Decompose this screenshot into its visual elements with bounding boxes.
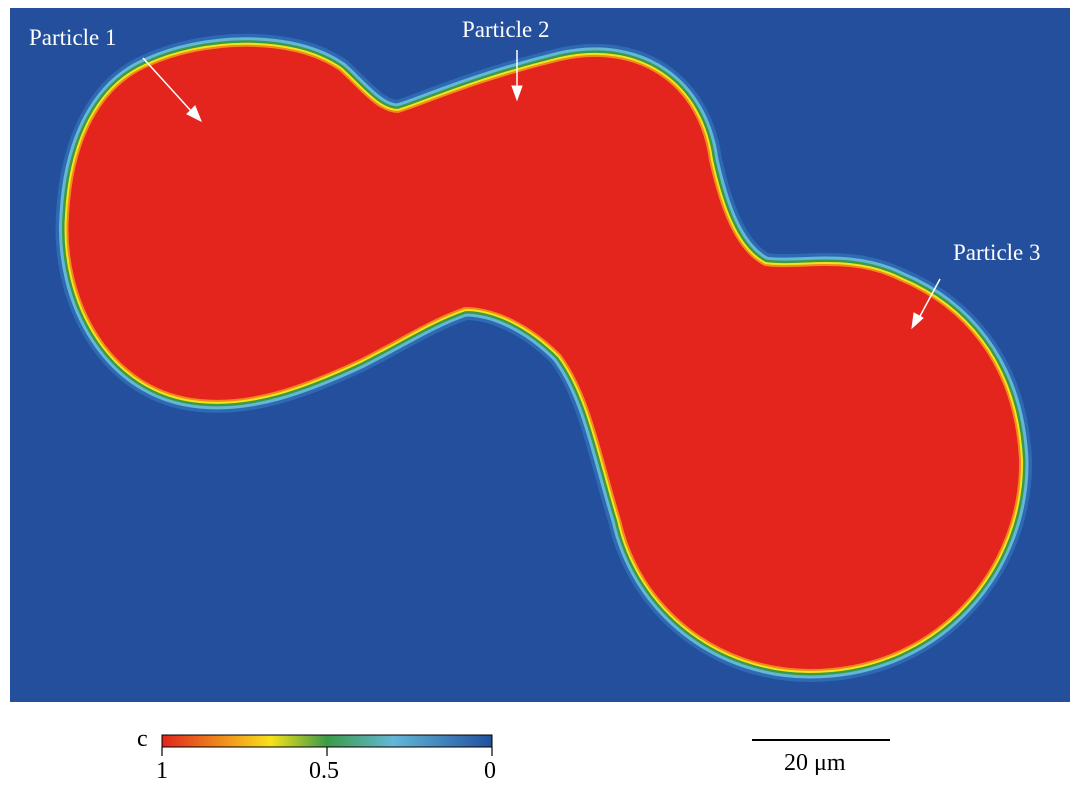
particle-3-arrow — [911, 278, 941, 330]
annotation-arrows — [142, 50, 941, 330]
particle-1-label: Particle 1 — [29, 25, 117, 50]
colorbar-tick-label-1: 1 — [156, 758, 168, 784]
colorbar-tick-label-0: 0 — [484, 758, 496, 784]
colorbar-tick-label-0-5: 0.5 — [309, 758, 339, 784]
colorbar-variable-label: c — [137, 726, 148, 752]
colorbar-gradient — [161, 734, 493, 748]
colorbar — [161, 734, 493, 756]
particle-2-arrow — [511, 50, 523, 102]
particle-3-label: Particle 3 — [953, 240, 1041, 265]
particle-2-label: Particle 2 — [462, 17, 550, 42]
scale-bar-label: 20 μm — [784, 750, 846, 776]
particle-1-arrow — [142, 57, 202, 123]
